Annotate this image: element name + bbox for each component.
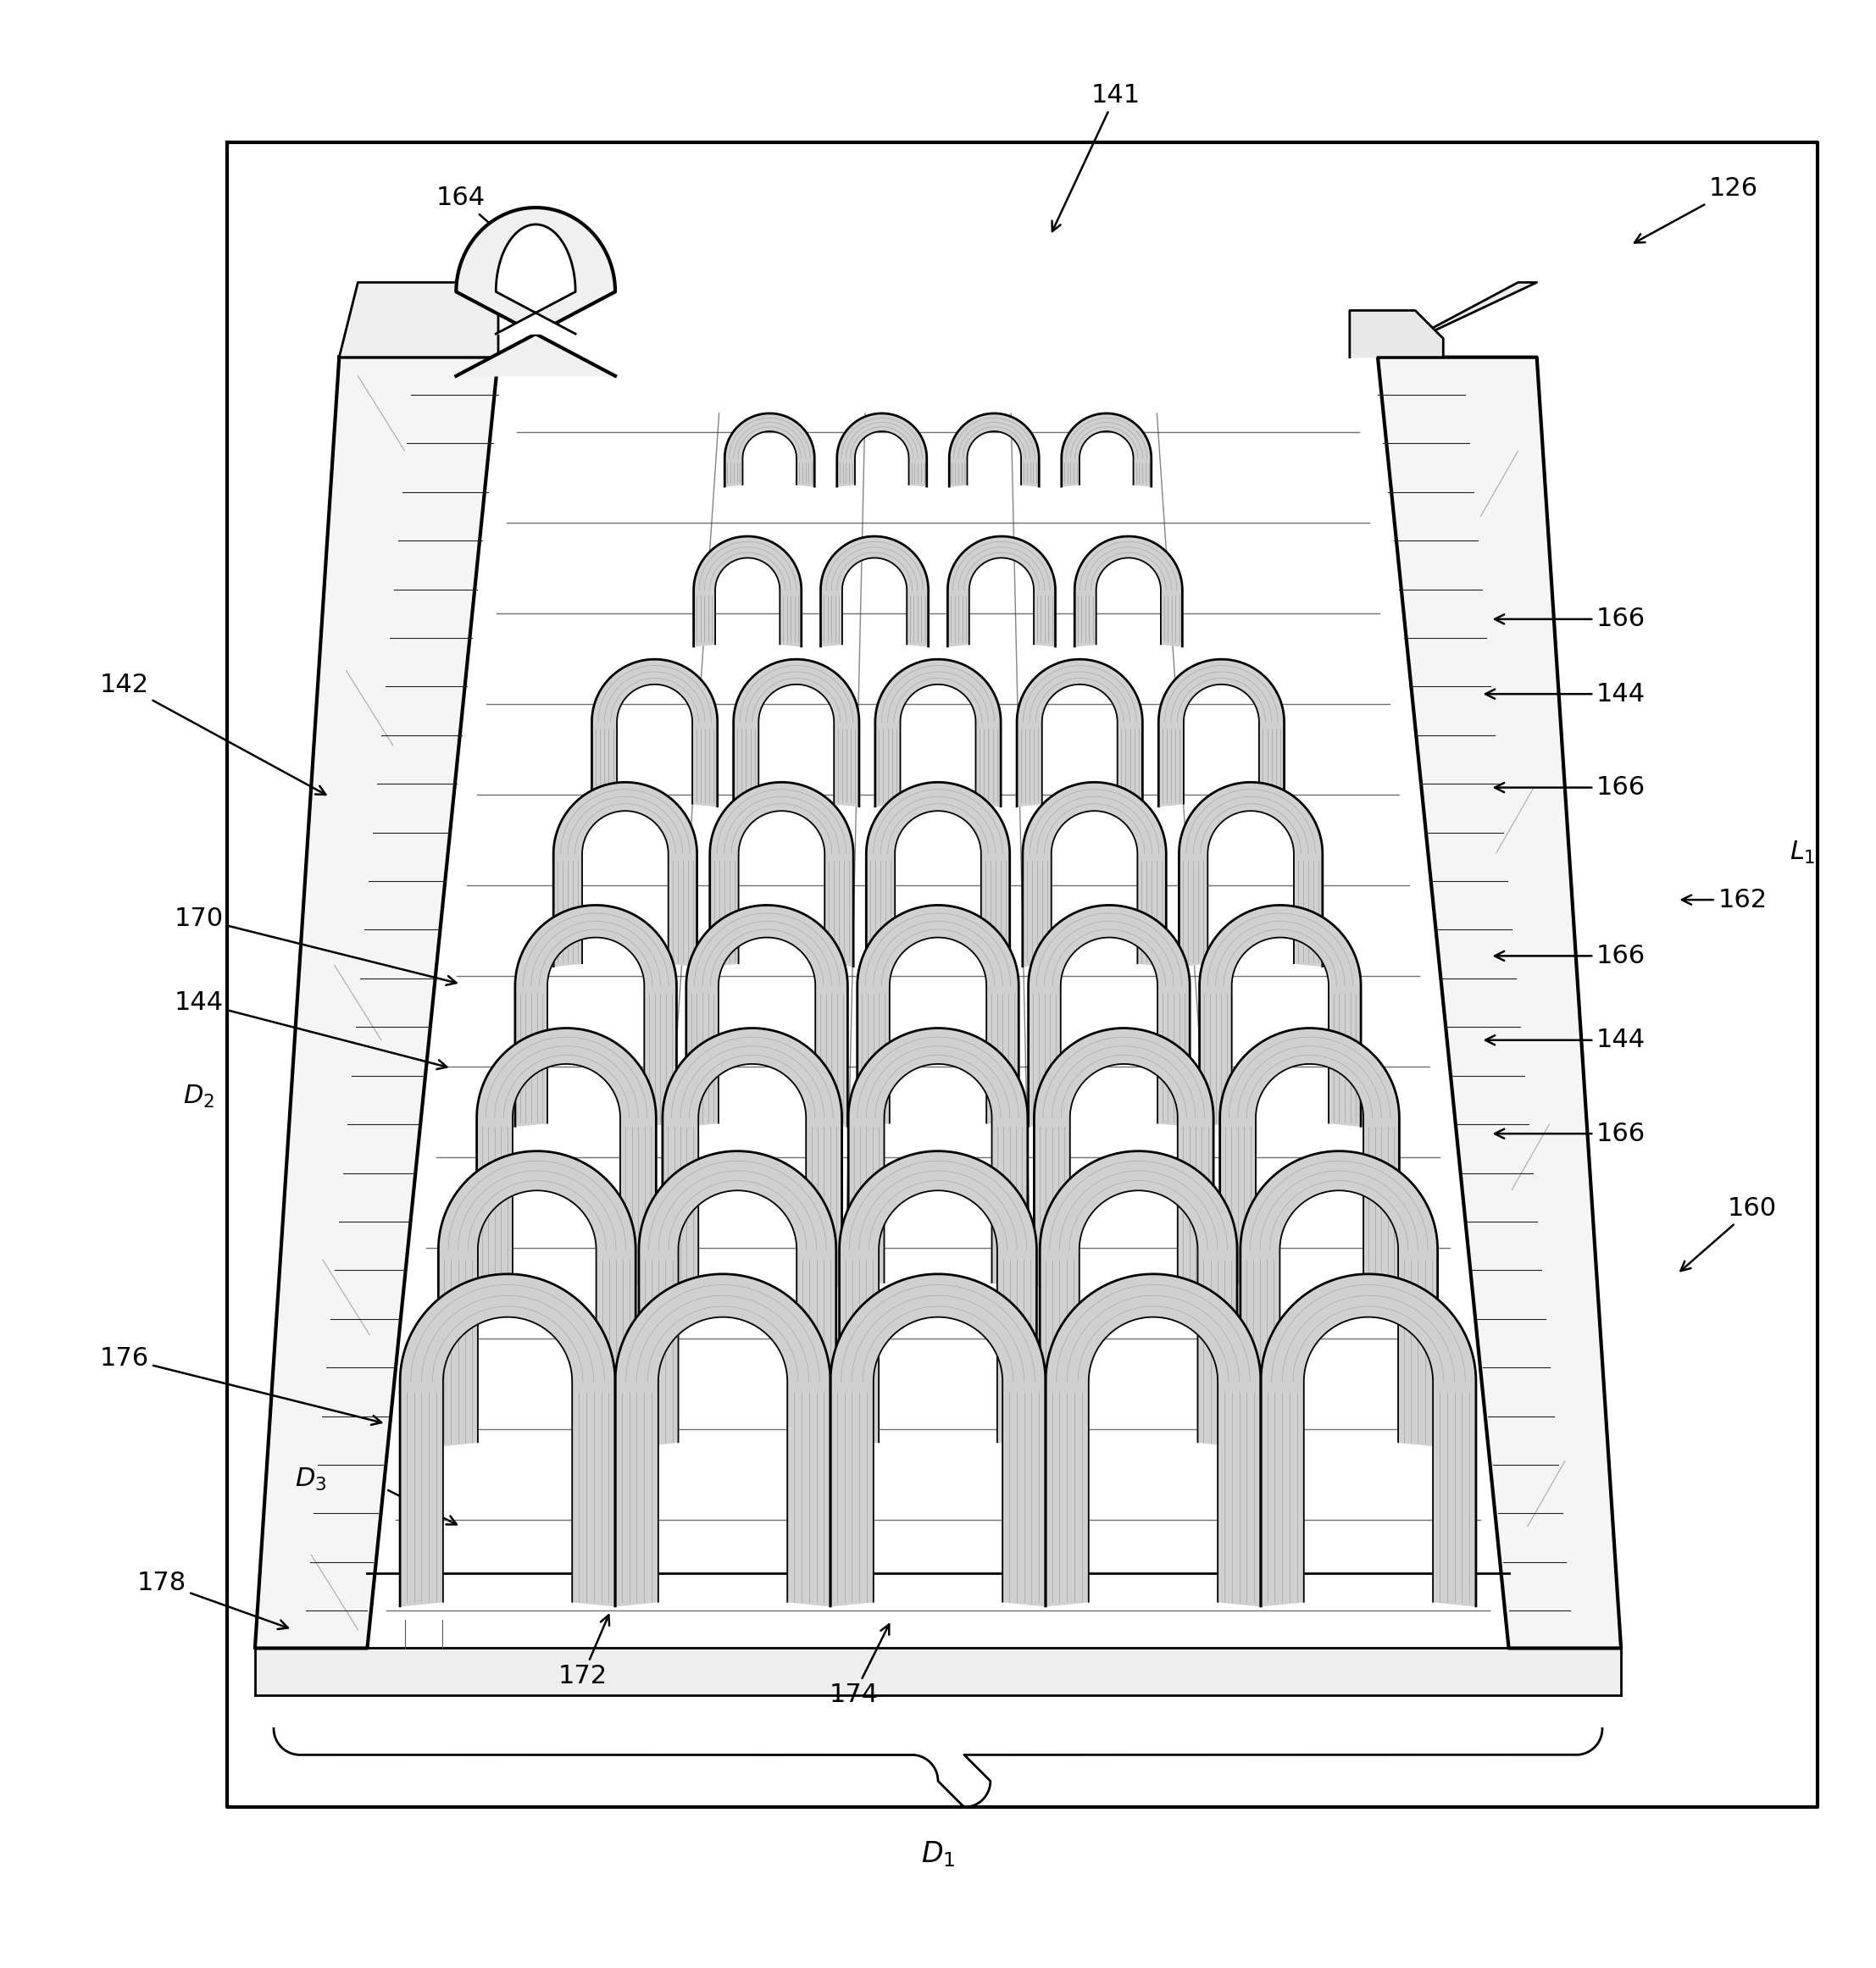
Polygon shape: [1045, 1273, 1261, 1606]
Text: 162: 162: [1683, 888, 1767, 911]
Text: 126: 126: [1634, 177, 1758, 242]
Text: 142: 142: [99, 673, 326, 795]
Polygon shape: [615, 1273, 831, 1606]
Polygon shape: [820, 537, 929, 646]
Text: 166: 166: [1495, 943, 1645, 968]
Polygon shape: [831, 1273, 1045, 1606]
Polygon shape: [876, 659, 1000, 807]
Polygon shape: [949, 413, 1039, 486]
Polygon shape: [553, 781, 698, 966]
Text: 164: 164: [437, 185, 533, 260]
Polygon shape: [687, 905, 848, 1126]
Polygon shape: [867, 781, 1009, 966]
Polygon shape: [1034, 1027, 1214, 1287]
Polygon shape: [947, 537, 1056, 646]
Polygon shape: [724, 413, 814, 486]
Polygon shape: [1349, 311, 1443, 358]
Polygon shape: [400, 1273, 615, 1606]
Polygon shape: [640, 1151, 837, 1446]
Text: 144: 144: [1486, 1027, 1645, 1053]
Polygon shape: [1159, 659, 1285, 807]
Text: 178: 178: [137, 1570, 287, 1630]
Polygon shape: [1261, 1273, 1476, 1606]
Text: 141: 141: [1052, 83, 1141, 232]
Polygon shape: [1022, 781, 1167, 966]
Text: 166: 166: [1495, 775, 1645, 799]
Text: 160: 160: [1681, 1197, 1777, 1271]
Polygon shape: [1219, 1027, 1399, 1287]
Polygon shape: [477, 1027, 657, 1287]
Polygon shape: [839, 1151, 1037, 1446]
Text: $D_2$: $D_2$: [184, 1082, 214, 1110]
Polygon shape: [255, 358, 499, 1647]
Polygon shape: [837, 413, 927, 486]
Text: $D_3$: $D_3$: [295, 1466, 326, 1494]
Polygon shape: [516, 905, 677, 1126]
Text: 144: 144: [174, 990, 446, 1069]
Polygon shape: [1377, 281, 1536, 358]
Text: 166: 166: [1495, 1122, 1645, 1145]
Polygon shape: [848, 1027, 1028, 1287]
Text: 174: 174: [829, 1624, 889, 1708]
Polygon shape: [456, 207, 615, 376]
Polygon shape: [439, 1151, 636, 1446]
Polygon shape: [1075, 537, 1182, 646]
Polygon shape: [709, 781, 854, 966]
Polygon shape: [1240, 1151, 1437, 1446]
Polygon shape: [591, 659, 717, 807]
Polygon shape: [1062, 413, 1152, 486]
Text: $L_1$: $L_1$: [1790, 840, 1816, 866]
Polygon shape: [857, 905, 1019, 1126]
Polygon shape: [662, 1027, 842, 1287]
Polygon shape: [1028, 905, 1189, 1126]
Text: $D_1$: $D_1$: [921, 1840, 955, 1870]
Text: 172: 172: [557, 1616, 610, 1689]
Polygon shape: [1017, 659, 1142, 807]
Polygon shape: [1199, 905, 1360, 1126]
Polygon shape: [255, 1647, 1621, 1694]
Text: 144: 144: [1486, 681, 1645, 707]
Text: 166: 166: [1495, 606, 1645, 632]
Polygon shape: [734, 659, 859, 807]
Text: 176: 176: [99, 1346, 381, 1425]
Polygon shape: [1039, 1151, 1236, 1446]
Polygon shape: [340, 281, 499, 358]
Polygon shape: [495, 224, 576, 335]
Polygon shape: [1377, 358, 1621, 1647]
Polygon shape: [694, 537, 801, 646]
Polygon shape: [1178, 781, 1323, 966]
Text: 170: 170: [174, 905, 456, 986]
